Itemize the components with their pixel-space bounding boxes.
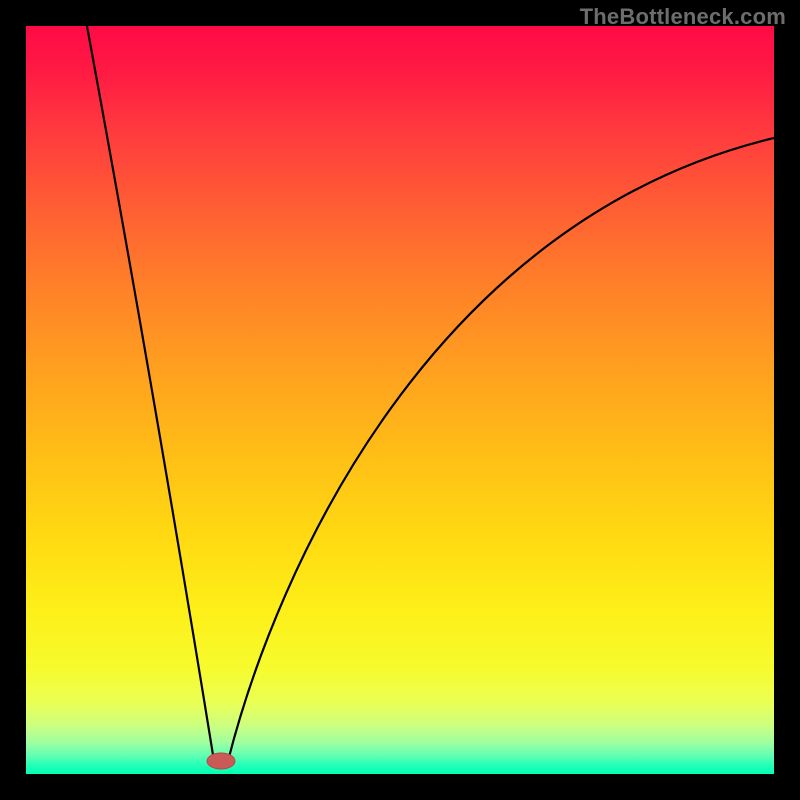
plot-background xyxy=(26,26,774,774)
bottleneck-chart xyxy=(0,0,800,800)
chart-frame: TheBottleneck.com xyxy=(0,0,800,800)
optimal-point-marker xyxy=(207,753,235,769)
watermark-text: TheBottleneck.com xyxy=(580,4,786,30)
